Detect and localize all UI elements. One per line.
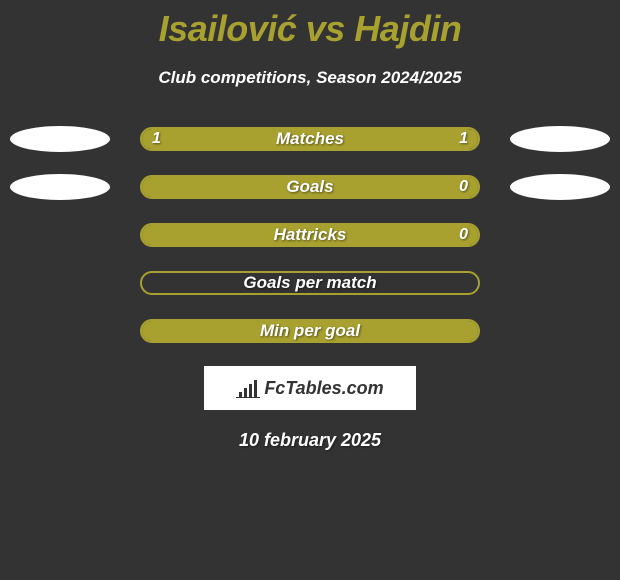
stat-label: Hattricks: [274, 225, 347, 245]
logo-text: FcTables.com: [264, 378, 383, 399]
player-ellipse-right: [510, 126, 610, 152]
stat-bar: 0 Hattricks: [140, 223, 480, 247]
stat-label: Goals per match: [243, 273, 376, 293]
stat-value-right: 0: [459, 226, 468, 244]
stat-bar: Goals per match: [140, 271, 480, 295]
stat-row: 1 1 Matches: [0, 126, 620, 152]
stat-label: Matches: [276, 129, 344, 149]
page-title: Isailović vs Hajdin: [0, 0, 620, 50]
stat-label: Goals: [286, 177, 333, 197]
stat-row: 0 Goals: [0, 174, 620, 200]
player-ellipse-right: [510, 174, 610, 200]
stat-row: 0 Hattricks: [0, 222, 620, 248]
stat-bar: 1 1 Matches: [140, 127, 480, 151]
stat-bar: Min per goal: [140, 319, 480, 343]
logo-box: FcTables.com: [204, 366, 416, 410]
page-subtitle: Club competitions, Season 2024/2025: [0, 68, 620, 88]
logo-chart-icon: [236, 378, 260, 398]
player-ellipse-left: [10, 126, 110, 152]
stat-value-right: 0: [459, 178, 468, 196]
stat-row: Goals per match: [0, 270, 620, 296]
stat-value-right: 1: [459, 130, 468, 148]
date-label: 10 february 2025: [0, 430, 620, 451]
player-ellipse-left: [10, 174, 110, 200]
stat-value-left: 1: [152, 130, 161, 148]
stat-row: Min per goal: [0, 318, 620, 344]
stat-label: Min per goal: [260, 321, 360, 341]
stat-bar: 0 Goals: [140, 175, 480, 199]
stats-container: 1 1 Matches 0 Goals 0 Hattricks Goals per match…: [0, 126, 620, 451]
